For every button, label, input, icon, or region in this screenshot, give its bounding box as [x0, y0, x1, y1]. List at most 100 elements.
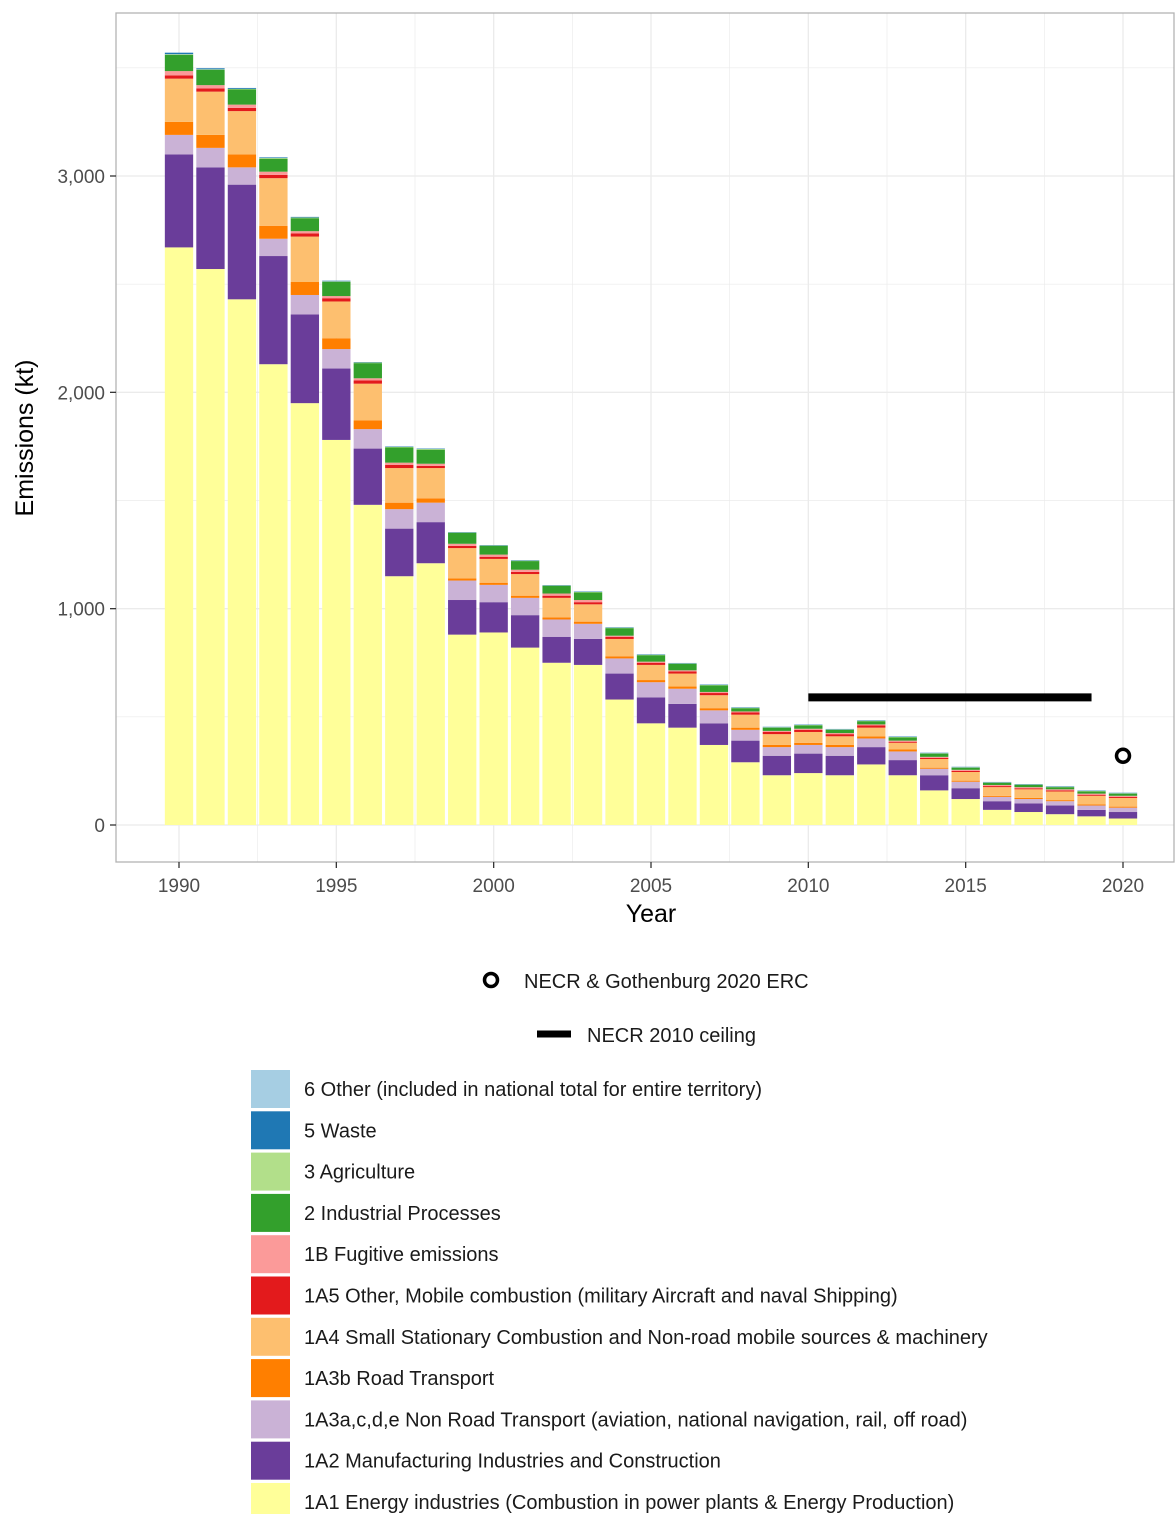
bar-segment — [1045, 790, 1075, 792]
bar-segment — [448, 545, 477, 549]
legend-item-label: 6 Other (included in national total for … — [304, 1079, 762, 1101]
bar-stack-1992 — [227, 87, 257, 825]
bar-segment — [227, 107, 257, 112]
bar-segment — [259, 178, 288, 226]
bar-segment — [1014, 812, 1043, 825]
bar-segment — [668, 727, 697, 825]
x-tick-label: 2000 — [473, 876, 515, 897]
legend-item-label: 1A5 Other, Mobile combustion (military A… — [304, 1286, 898, 1308]
bar-segment — [605, 656, 634, 659]
bar-stack-2008 — [731, 707, 760, 825]
bar-segment — [510, 595, 540, 598]
bar-segment — [196, 69, 225, 86]
bar-stack-2006 — [668, 662, 697, 825]
bar-segment — [164, 121, 194, 135]
bar-segment — [668, 670, 697, 672]
bar-segment — [416, 502, 445, 523]
bar-segment — [510, 561, 540, 570]
y-tick-label: 0 — [94, 816, 105, 837]
bar-segment — [636, 661, 666, 663]
bar-segment — [825, 734, 854, 737]
bar-segment — [951, 771, 980, 781]
bar-stack-2016 — [982, 781, 1012, 825]
bar-segment — [825, 736, 854, 745]
bar-segment — [322, 338, 351, 350]
bar-segment — [416, 465, 445, 469]
bar-segment — [794, 744, 823, 754]
bar-segment — [259, 157, 288, 159]
bar-segment — [510, 647, 540, 825]
legend-swatch — [251, 1070, 290, 1108]
legend-item: 1A3b Road Transport — [251, 1359, 495, 1398]
bar-segment — [164, 75, 194, 79]
bar-segment — [479, 558, 508, 583]
bar-segment — [731, 740, 760, 763]
bar-segment — [982, 787, 1012, 796]
bar-segment — [573, 623, 603, 639]
bar-segment — [542, 593, 571, 596]
bar-segment — [573, 600, 603, 603]
bar-segment — [290, 216, 320, 218]
bar-segment — [605, 628, 634, 636]
bar-stack-1993 — [259, 157, 288, 825]
bar-segment — [1014, 789, 1043, 798]
reference-overlays — [808, 693, 1132, 765]
bar-segment — [448, 548, 477, 579]
bar-segment — [888, 749, 917, 752]
bar-segment — [479, 602, 508, 633]
bar-segment — [259, 158, 288, 159]
bar-segment — [259, 174, 288, 179]
bar-segment — [227, 88, 257, 90]
bar-segment — [573, 621, 603, 624]
bar-segment — [825, 733, 854, 735]
bar-segment — [290, 282, 320, 295]
bar-segment — [920, 768, 949, 776]
bar-stack-2013 — [888, 736, 917, 825]
bar-segment — [920, 753, 949, 757]
bar-segment — [542, 585, 571, 594]
bar-segment — [479, 556, 508, 559]
bar-segment — [1045, 801, 1075, 806]
bar-segment — [1077, 791, 1106, 794]
bar-segment — [1045, 789, 1075, 791]
bar-segment — [920, 767, 949, 769]
bar-segment — [259, 238, 288, 257]
bar-segment — [731, 711, 760, 713]
bar-segment — [794, 773, 823, 825]
bar-segment — [888, 742, 917, 750]
bar-stack-1997 — [385, 446, 414, 825]
bar-segment — [322, 296, 351, 299]
bar-segment — [668, 673, 697, 687]
bar-segment — [982, 801, 1012, 810]
bar-segment — [762, 734, 792, 745]
bar-segment — [448, 600, 477, 635]
legend-item: 1B Fugitive emissions — [251, 1235, 499, 1274]
legend-item-label: 5 Waste — [304, 1120, 377, 1142]
bar-segment — [699, 691, 729, 694]
bar-segment — [196, 68, 225, 70]
bar-segment — [888, 760, 917, 776]
bar-stack-2003 — [573, 591, 603, 825]
x-tick-label: 2015 — [945, 876, 987, 897]
bar-segment — [322, 298, 351, 302]
legend-item: 2 Industrial Processes — [251, 1193, 501, 1232]
bar-segment — [636, 680, 666, 683]
bar-segment — [825, 755, 854, 776]
bar-segment — [731, 712, 760, 715]
bar-segment — [857, 727, 886, 737]
bar-stack-2012 — [857, 720, 886, 825]
bar-segment — [857, 725, 886, 728]
bar-segment — [1077, 795, 1106, 805]
bar-segment — [290, 403, 320, 825]
bar-segment — [731, 762, 760, 825]
bar-segment — [857, 738, 886, 748]
legend-item-label: 2 Industrial Processes — [304, 1203, 501, 1225]
legend-item: 1A1 Energy industries (Combustion in pow… — [251, 1483, 954, 1514]
bar-segment — [668, 686, 697, 689]
bar-segment — [164, 52, 194, 55]
legend-swatch — [251, 1483, 290, 1514]
bar-segment — [888, 775, 917, 825]
bar-segment — [322, 349, 351, 369]
bar-segment — [479, 545, 508, 555]
bar-segment — [385, 462, 414, 465]
